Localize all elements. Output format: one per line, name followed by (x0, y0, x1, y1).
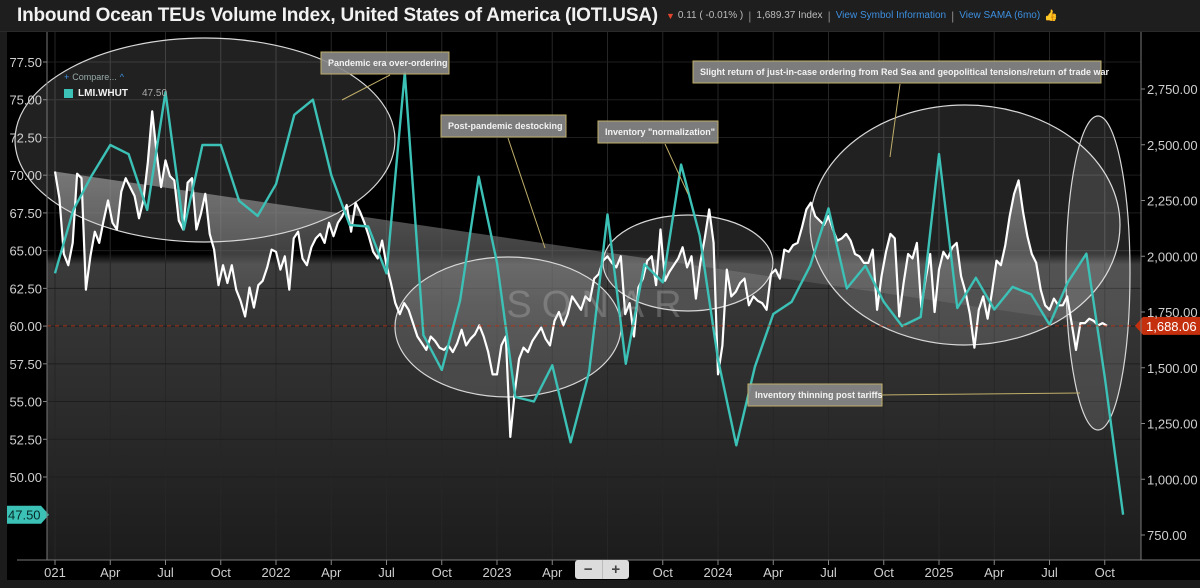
compare-button[interactable]: + Compare... ^ (64, 72, 125, 82)
chevron-up-icon: ^ (119, 72, 125, 82)
zoom-out-button[interactable]: − (575, 560, 603, 579)
right-tick-label: 2,250.00 (1147, 194, 1198, 209)
view-symbol-info-link[interactable]: View Symbol Information (835, 10, 947, 21)
highlight-ellipse (1065, 115, 1131, 431)
series-swatch (64, 89, 73, 98)
x-tick-label: Apr (984, 565, 1005, 580)
left-tick-label: 70.00 (9, 168, 42, 183)
quote-meta: ▼ 0.11 ( -0.01% ) | 1,689.37 Index | Vie… (666, 9, 1058, 23)
divider: | (827, 8, 831, 23)
annotation-box (747, 383, 883, 407)
annotation-box (440, 114, 567, 138)
x-tick-label: Apr (542, 565, 563, 580)
right-tick-label: 1,500.00 (1147, 361, 1198, 376)
annotation-leader-line (881, 392, 1081, 396)
left-tick-label: 72.50 (9, 130, 42, 145)
left-tick-label: 50.00 (9, 470, 42, 485)
left-tick-label: 62.50 (9, 281, 42, 296)
view-sama-link[interactable]: View SAMA (6mo) (959, 10, 1041, 21)
zoom-in-button[interactable]: + (611, 561, 621, 578)
annotation-text: Inventory thinning post tariffs (755, 390, 883, 400)
left-tick-label: 65.00 (9, 244, 42, 259)
left-tick-label: 77.50 (9, 55, 42, 70)
annotation-leader-line (889, 83, 901, 158)
annotation-text: Inventory "normalization" (605, 127, 715, 137)
last-value: 1,689.37 Index (756, 10, 823, 21)
plus-icon: + (64, 72, 70, 82)
thumbs-up-icon[interactable]: 👍 (1044, 10, 1058, 22)
x-tick-label: 2024 (704, 565, 733, 580)
chart-area[interactable]: SONAR 1,688.06 47.50 Pandemic era over-or… (7, 32, 1200, 580)
left-tick-label: 60.00 (9, 319, 42, 334)
highlight-ellipse (809, 104, 1121, 346)
whut-line (53, 71, 1125, 515)
x-tick-label: Jul (157, 565, 174, 580)
right-tick-label: 750.00 (1147, 528, 1187, 543)
x-tick-label: Apr (321, 565, 342, 580)
legend-item-whut[interactable]: LMI.WHUT 47.50 (64, 88, 167, 99)
annotation-box (692, 60, 1102, 84)
left-tick-label: 57.50 (9, 357, 42, 372)
right-tick-label: 2,750.00 (1147, 82, 1198, 97)
x-tick-label: Jul (820, 565, 837, 580)
divider: | (748, 8, 752, 23)
left-tick-label: 52.50 (9, 432, 42, 447)
x-tick-label: 2025 (925, 565, 954, 580)
x-tick-label: Oct (874, 565, 895, 580)
left-tick-label: 75.00 (9, 93, 42, 108)
right-tick-label: 1,250.00 (1147, 417, 1198, 432)
x-tick-label: Oct (432, 565, 453, 580)
footer-bar (0, 580, 1200, 588)
annotation-text: Slight return of just-in-case ordering f… (700, 67, 1110, 77)
whut-value-badge-text: 47.50 (8, 508, 41, 523)
x-tick-label: Apr (100, 565, 121, 580)
last-value-badge (1135, 316, 1200, 335)
x-tick-label: Oct (653, 565, 674, 580)
legend: + Compare... ^ LMI.WHUT 47.50 (64, 72, 167, 99)
right-tick-label: 2,500.00 (1147, 138, 1198, 153)
change-value: 0.11 ( -0.01% ) (677, 10, 744, 21)
right-tick-label: 2,000.00 (1147, 249, 1198, 264)
x-tick-label: 021 (44, 565, 66, 580)
x-tick-label: Oct (1095, 565, 1116, 580)
chart-header: Inbound Ocean TEUs Volume Index, United … (0, 0, 1200, 32)
ioti-line (53, 110, 1108, 438)
highlight-ellipse (14, 37, 396, 243)
left-tick-label: 67.50 (9, 206, 42, 221)
right-tick-label: 1,750.00 (1147, 305, 1198, 320)
annotation-box (597, 120, 719, 144)
right-tick-label: 1,000.00 (1147, 472, 1198, 487)
x-tick-label: Oct (211, 565, 232, 580)
left-tick-label: 55.00 (9, 395, 42, 410)
annotation-text: Post-pandemic destocking (448, 121, 563, 131)
annotation-box (320, 51, 450, 75)
zoom-controls: − + (575, 560, 629, 579)
chart-svg[interactable]: SONAR 1,688.06 47.50 Pandemic era over-or… (7, 32, 1200, 580)
down-arrow-icon: ▼ (665, 10, 675, 21)
annotation-leader-line (507, 137, 546, 249)
x-tick-label: Jul (378, 565, 395, 580)
sonar-watermark: SONAR (506, 284, 691, 326)
x-tick-label: Jul (1041, 565, 1058, 580)
annotation-leader-line (341, 74, 391, 101)
x-tick-label: 2023 (483, 565, 512, 580)
x-tick-label: Apr (763, 565, 784, 580)
annotation-text: Pandemic era over-ordering (328, 58, 448, 68)
whut-value-badge (7, 505, 49, 524)
x-tick-label: 2022 (262, 565, 291, 580)
page-title: Inbound Ocean TEUs Volume Index, United … (17, 4, 658, 26)
annotation-leader-line (664, 143, 689, 195)
divider: | (951, 8, 955, 23)
last-value-badge-text: 1,688.06 (1146, 319, 1197, 334)
